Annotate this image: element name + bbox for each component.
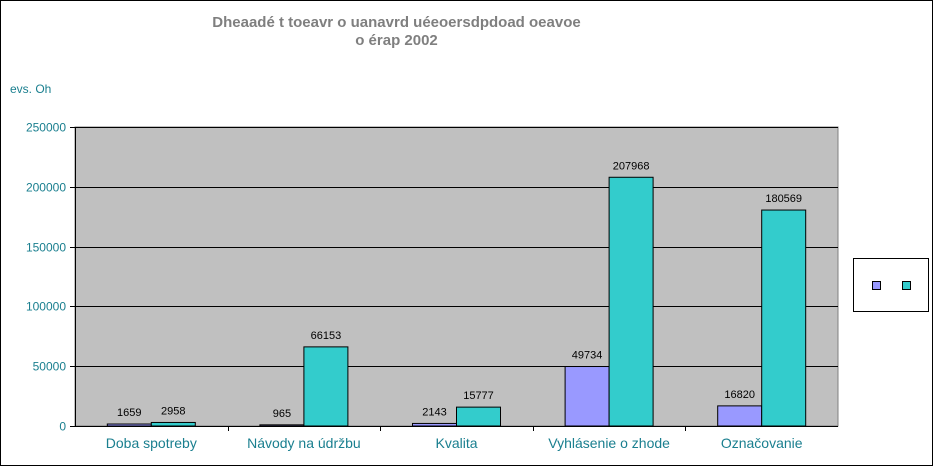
data-label: 66153 [311, 330, 342, 342]
bar [150, 421, 196, 427]
legend-swatch-series-1 [872, 281, 881, 290]
plot-area [74, 126, 839, 427]
y-tick-label: 200000 [26, 181, 66, 195]
chart-title: Dheaadé t toeavr o uanavrd uéeoersdpdoad… [0, 14, 793, 50]
bar [303, 346, 349, 427]
legend-swatch-series-2 [902, 281, 911, 290]
y-tick-label: 150000 [26, 241, 66, 255]
chart-title-line2: o érap 2002 [355, 32, 438, 49]
data-label: 965 [273, 408, 291, 420]
x-tick-label: Vyhlásenie o zhode [548, 435, 670, 451]
data-label: 16820 [724, 389, 755, 401]
data-label: 1659 [117, 407, 141, 419]
data-label: 180569 [765, 193, 802, 205]
x-tick-label: Návody na údržbu [247, 435, 361, 451]
bar [106, 423, 152, 427]
bar [761, 209, 807, 427]
bar [412, 422, 457, 427]
y-tick-label: 50000 [33, 360, 67, 374]
bar [259, 424, 305, 427]
x-tick-label: Označovanie [721, 435, 803, 451]
y-tick-label: 250000 [26, 121, 66, 135]
bar [717, 405, 763, 427]
data-label: 15777 [463, 390, 494, 402]
data-label: 2143 [422, 406, 446, 418]
bar [608, 176, 654, 427]
data-label: 49734 [572, 350, 603, 362]
chart-title-line1: Dheaadé t toeavr o uanavrd uéeoersdpdoad… [212, 14, 581, 31]
y-tick-label: 0 [59, 420, 66, 434]
x-tick-label: Doba spotreby [106, 435, 197, 451]
x-tick-label: Kvalita [435, 435, 477, 451]
y-tick-label: 100000 [26, 300, 66, 314]
y-axis-unit-label: evs. Oh [10, 82, 52, 96]
data-label: 2958 [161, 405, 185, 417]
bar [456, 406, 501, 427]
data-label: 207968 [613, 160, 650, 172]
legend [853, 258, 929, 312]
bar [564, 366, 610, 427]
